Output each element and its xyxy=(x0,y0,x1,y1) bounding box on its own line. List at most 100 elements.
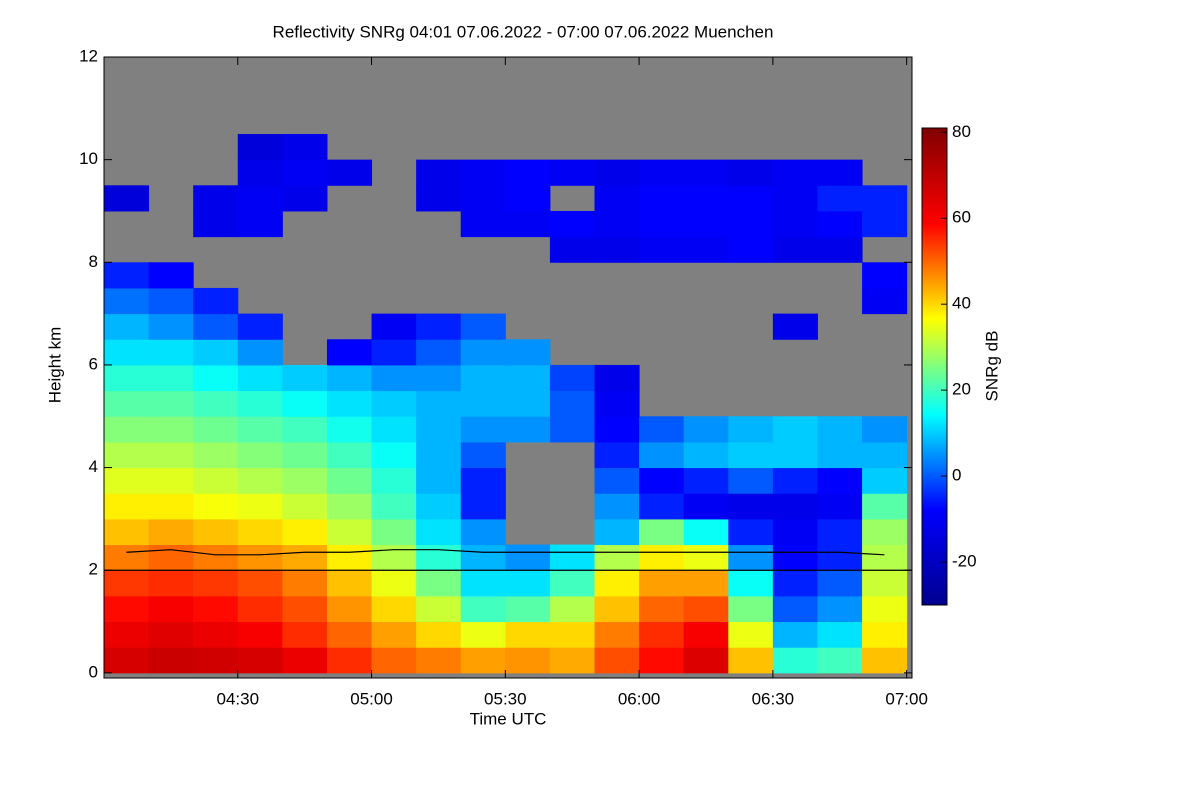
heatmap-cell xyxy=(594,570,640,597)
heatmap-cell xyxy=(505,339,551,366)
heatmap-cell xyxy=(683,570,729,597)
heatmap-cell xyxy=(148,544,194,571)
heatmap-cell xyxy=(237,159,283,186)
heatmap-cell xyxy=(326,390,373,417)
heatmap-cell xyxy=(772,621,818,648)
x-tick-label: 04:30 xyxy=(217,689,260,708)
heatmap-cell xyxy=(416,390,462,417)
heatmap-cell xyxy=(505,544,551,571)
heatmap-cell xyxy=(505,570,551,597)
heatmap-cell xyxy=(371,339,417,366)
heatmap-cell xyxy=(728,544,774,571)
heatmap-cell xyxy=(772,518,818,546)
heatmap-cell xyxy=(817,441,863,469)
heatmap-cell xyxy=(772,159,818,186)
heatmap-cell xyxy=(728,595,774,623)
heatmap-cell xyxy=(594,416,640,443)
heatmap-cell xyxy=(594,493,640,520)
heatmap-cell xyxy=(416,441,462,469)
heatmap-cell xyxy=(728,159,774,186)
heatmap-cell xyxy=(594,467,640,494)
heatmap-cell xyxy=(237,133,283,161)
heatmap-cell xyxy=(772,313,818,340)
heatmap-cell xyxy=(549,364,596,392)
heatmap-cell xyxy=(862,570,908,597)
heatmap-cell xyxy=(505,364,551,392)
heatmap-cell xyxy=(326,595,373,623)
heatmap-cell xyxy=(639,621,685,648)
heatmap-cell xyxy=(683,621,729,648)
heatmap-cell xyxy=(683,647,729,674)
y-tick-label: 0 xyxy=(89,662,98,681)
heatmap-cell xyxy=(505,159,551,186)
heatmap-cell xyxy=(148,467,194,494)
heatmap-cell xyxy=(594,390,640,417)
heatmap-cell xyxy=(683,544,729,571)
heatmap-cell xyxy=(193,313,239,340)
heatmap-cell xyxy=(683,493,729,520)
heatmap-cell xyxy=(639,518,685,546)
heatmap-cell xyxy=(460,185,506,212)
heatmap-cell xyxy=(683,595,729,623)
heatmap-cell xyxy=(460,493,506,520)
heatmap-cell xyxy=(862,185,908,212)
colorbar-tick-label: -20 xyxy=(952,552,977,571)
heatmap-cell xyxy=(460,416,506,443)
heatmap-cell xyxy=(817,236,863,263)
heatmap-cell xyxy=(371,441,417,469)
heatmap-cell xyxy=(371,544,417,571)
heatmap-cell xyxy=(505,185,551,212)
heatmap-cell xyxy=(460,621,506,648)
y-axis-label: Height km xyxy=(45,327,64,404)
heatmap-cell xyxy=(282,185,328,212)
heatmap-cell xyxy=(460,390,506,417)
heatmap-cell xyxy=(371,467,417,494)
heatmap-cell xyxy=(772,647,818,674)
heatmap-cell xyxy=(728,467,774,494)
heatmap-cell xyxy=(505,416,551,443)
heatmap-cell xyxy=(817,185,863,212)
heatmap-cell xyxy=(683,441,729,469)
heatmap-cell xyxy=(460,339,506,366)
heatmap-cell xyxy=(460,364,506,392)
heatmap-cell xyxy=(772,416,818,443)
heatmap-cell xyxy=(460,313,506,340)
heatmap-cell xyxy=(772,570,818,597)
heatmap-cell xyxy=(282,416,328,443)
heatmap-cell xyxy=(460,210,506,238)
heatmap-cell xyxy=(639,210,685,238)
heatmap-cell xyxy=(639,185,685,212)
heatmap-cell xyxy=(460,159,506,186)
heatmap-cell xyxy=(594,647,640,674)
heatmap-cell xyxy=(148,313,194,340)
heatmap-cell xyxy=(416,518,462,546)
heatmap-cell xyxy=(193,416,239,443)
heatmap-cell xyxy=(193,339,239,366)
heatmap-cell xyxy=(817,493,863,520)
heatmap-cell xyxy=(639,544,685,571)
heatmap-cell xyxy=(416,544,462,571)
heatmap-cell xyxy=(505,390,551,417)
heatmap-cell xyxy=(594,595,640,623)
heatmap-cell xyxy=(505,647,551,674)
heatmap-cell xyxy=(282,133,328,161)
heatmap-cell xyxy=(639,570,685,597)
heatmap-cell xyxy=(639,159,685,186)
heatmap-cell xyxy=(772,595,818,623)
heatmap-cell xyxy=(549,210,596,238)
heatmap-cell xyxy=(237,493,283,520)
heatmap-cell xyxy=(862,287,908,315)
heatmap-cell xyxy=(862,441,908,469)
heatmap-cell xyxy=(416,185,462,212)
heatmap-cell xyxy=(193,467,239,494)
heatmap-cell xyxy=(460,570,506,597)
heatmap-cell xyxy=(148,339,194,366)
heatmap-cell xyxy=(371,416,417,443)
heatmap-cell xyxy=(104,518,150,546)
heatmap-cell xyxy=(104,262,150,289)
heatmap-cell xyxy=(728,493,774,520)
heatmap-cell xyxy=(326,339,373,366)
heatmap-cell xyxy=(148,621,194,648)
heatmap-cell xyxy=(148,570,194,597)
heatmap-cell xyxy=(683,210,729,238)
